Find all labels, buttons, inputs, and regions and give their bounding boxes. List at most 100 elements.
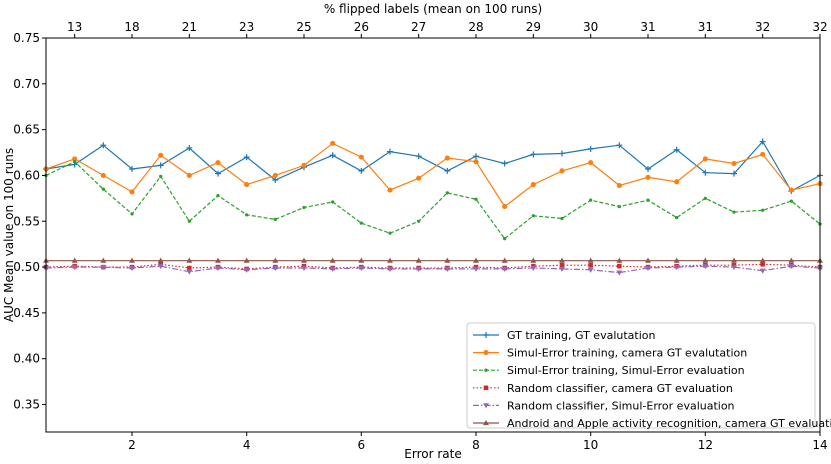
top-tick-label: 27 [411, 20, 426, 34]
top-tick-label: 31 [640, 20, 655, 34]
data-point-dot [560, 216, 564, 221]
data-point-plus [186, 144, 193, 151]
data-point-triangle-down [473, 266, 479, 272]
data-point-triangle-down [616, 270, 623, 276]
data-point-plus [100, 142, 107, 149]
data-point-triangle-down [415, 266, 422, 272]
data-point-circle [645, 174, 651, 180]
data-point-circle [502, 204, 508, 210]
top-axis-ticks: 13 18 21 23 25 26 27 28 29 30 31 31 32 32 [67, 20, 828, 38]
legend-label: Random classifier, Simul-Error evaluatio… [507, 399, 735, 412]
data-point-plus [483, 332, 489, 338]
data-point-circle [588, 160, 594, 166]
data-point-dot [101, 187, 105, 191]
data-point-triangle-up [444, 257, 451, 263]
data-point-triangle-up [559, 257, 565, 263]
data-point-circle [444, 155, 450, 161]
data-point-circle [100, 172, 106, 178]
data-point-triangle-down [301, 265, 307, 271]
data-point-square [760, 262, 765, 267]
data-point-triangle-up [71, 257, 78, 263]
data-point-triangle-up [272, 257, 279, 263]
data-point-plus [358, 167, 365, 174]
legend-box [466, 322, 816, 429]
data-point-circle [72, 156, 78, 162]
legend-label: GT training, GT evalutation [507, 329, 656, 342]
data-point-circle [473, 159, 479, 165]
data-point-plus [473, 153, 479, 160]
data-point-plus [444, 167, 451, 174]
y-axis-title: AUC Mean value on 100 runs [2, 148, 16, 322]
data-point-triangle-down [71, 264, 78, 271]
data-point-plus [129, 166, 135, 173]
data-point-triangle-down [483, 403, 489, 409]
data-point-circle [674, 179, 680, 185]
data-point-dot [531, 214, 535, 218]
top-tick-label: 32 [755, 20, 770, 34]
data-point-circle [330, 140, 336, 146]
data-point-dot [417, 219, 421, 223]
data-point-triangle-down [272, 265, 279, 271]
data-point-plus [215, 170, 221, 177]
data-point-circle [244, 182, 250, 188]
data-point-triangle-up [616, 257, 623, 263]
data-point-triangle-up [129, 257, 135, 263]
data-point-triangle-down [759, 268, 766, 274]
series-layer [43, 138, 823, 276]
data-point-dot [789, 199, 793, 203]
data-point-triangle-down [559, 266, 565, 272]
top-tick-label: 21 [182, 20, 197, 34]
data-point-triangle-up [329, 257, 336, 263]
data-point-plus [530, 151, 537, 158]
data-point-circle [186, 172, 192, 178]
data-point-circle [416, 175, 422, 181]
data-point-circle [358, 154, 364, 160]
y-tick-label: 0.55 [13, 214, 40, 228]
y-tick-label: 0.50 [13, 260, 40, 274]
data-point-triangle-up [530, 257, 537, 263]
data-point-plus [616, 142, 623, 149]
top-tick-label: 26 [354, 20, 369, 34]
data-point-circle [272, 172, 278, 178]
data-point-dot [703, 196, 707, 200]
plot-frame [45, 37, 821, 433]
y-axis-ticks: 0.35 0.40 0.45 0.50 0.55 0.60 0.65 0.70 0.75 [13, 31, 46, 412]
data-point-dot [761, 208, 765, 212]
legend-item: GT training, GT evalutation [473, 329, 656, 342]
data-point-triangle-up [415, 257, 422, 263]
data-point-plus [731, 170, 737, 177]
data-point-plus [387, 148, 393, 155]
data-point-triangle-down [100, 264, 107, 271]
x-tick-label: 4 [243, 438, 251, 452]
data-point-triangle-down [329, 266, 336, 272]
data-point-dot [474, 197, 478, 201]
top-tick-label: 30 [583, 20, 598, 34]
data-point-circle [387, 187, 393, 193]
data-point-dot [732, 210, 736, 214]
y-tick-label: 0.45 [13, 306, 40, 320]
data-point-triangle-down [788, 264, 795, 270]
y-tick-label: 0.60 [13, 168, 40, 182]
series-line [45, 265, 821, 274]
data-point-square [588, 262, 593, 268]
data-point-triangle-up [702, 257, 709, 263]
data-point-circle [129, 189, 135, 195]
data-point-triangle-down [731, 264, 737, 271]
data-point-circle [731, 160, 737, 167]
series-3 [44, 160, 822, 241]
data-point-plus [587, 145, 594, 152]
data-point-plus [329, 152, 336, 159]
x-tick-label: 10 [583, 438, 598, 452]
data-point-plus [559, 150, 565, 157]
legend-item: Simul-Error training, camera GT evalutat… [473, 347, 747, 360]
data-point-plus [415, 153, 422, 160]
data-point-circle [158, 152, 164, 158]
data-point-dot [187, 219, 191, 223]
data-point-triangle-up [243, 257, 250, 263]
data-point-triangle-up [100, 257, 107, 263]
data-point-circle [559, 168, 565, 174]
top-tick-label: 32 [812, 20, 827, 34]
legend-item: Random classifier, camera GT evaluation [473, 382, 733, 395]
top-tick-label: 23 [239, 20, 254, 34]
data-point-triangle-up [501, 257, 508, 263]
